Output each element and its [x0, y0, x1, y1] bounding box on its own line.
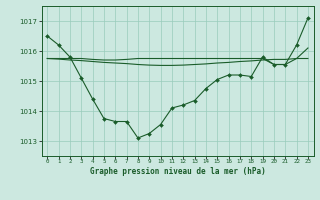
X-axis label: Graphe pression niveau de la mer (hPa): Graphe pression niveau de la mer (hPa)	[90, 167, 266, 176]
